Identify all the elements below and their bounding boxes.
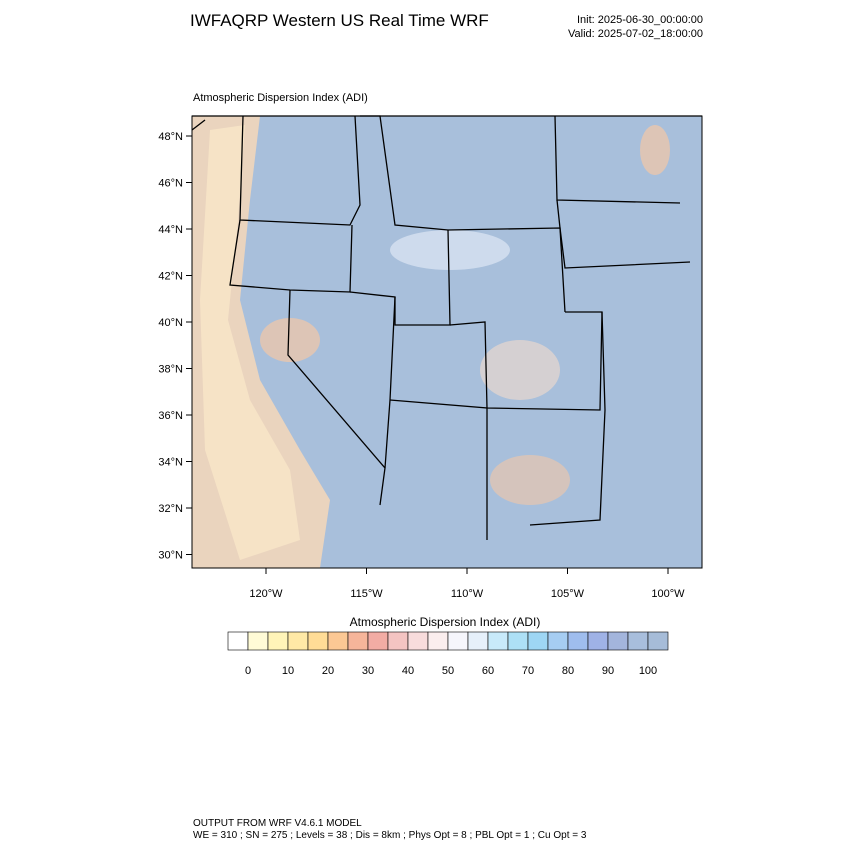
colorbar-box — [387, 631, 409, 651]
colorbar-box — [487, 631, 509, 651]
lat-label: 38°N — [158, 364, 183, 376]
colorbar-label: 90 — [602, 665, 614, 677]
colorbar-box — [247, 631, 269, 651]
lat-label: 36°N — [158, 410, 183, 422]
init-time: Init: 2025-06-30_00:00:00 — [577, 14, 703, 26]
colorbar-box — [527, 631, 549, 651]
lat-label: 34°N — [158, 457, 183, 469]
lat-label: 30°N — [158, 550, 183, 562]
colorbar-label: 40 — [402, 665, 414, 677]
field-area — [640, 125, 670, 175]
colorbar-box — [647, 631, 669, 651]
colorbar-title: Atmospheric Dispersion Index (ADI) — [350, 615, 541, 629]
colorbar-box — [467, 631, 489, 651]
colorbar-label: 0 — [245, 665, 251, 677]
colorbar-box — [327, 631, 349, 651]
colorbar-label: 30 — [362, 665, 374, 677]
valid-time: Valid: 2025-07-02_18:00:00 — [568, 28, 703, 40]
lat-label: 40°N — [158, 317, 183, 329]
colorbar-box — [367, 631, 389, 651]
colorbar-box — [607, 631, 629, 651]
lat-label: 42°N — [158, 271, 183, 283]
lat-label: 44°N — [158, 224, 183, 236]
colorbar-box — [507, 631, 529, 651]
lat-label: 32°N — [158, 503, 183, 515]
field-area — [490, 455, 570, 505]
colorbar-box — [587, 631, 609, 651]
lon-label: 105°W — [551, 588, 585, 600]
colorbar-box — [267, 631, 289, 651]
colorbar-box — [307, 631, 329, 651]
lon-label: 115°W — [350, 588, 383, 600]
map — [191, 115, 703, 569]
field-area — [390, 230, 510, 270]
footer-line: WE = 310 ; SN = 275 ; Levels = 38 ; Dis … — [193, 830, 587, 841]
lon-label: 120°W — [249, 588, 283, 600]
colorbar-label: 70 — [522, 665, 534, 677]
colorbar-label: 20 — [322, 665, 334, 677]
colorbar-label: 60 — [482, 665, 494, 677]
colorbar-box — [347, 631, 369, 651]
colorbar-box — [567, 631, 589, 651]
lat-label: 46°N — [158, 178, 183, 190]
colorbar-box — [407, 631, 429, 651]
colorbar-box — [427, 631, 449, 651]
field-area — [200, 125, 300, 560]
colorbar-box — [547, 631, 569, 651]
map-frame — [191, 115, 703, 569]
title: IWFAQRP Western US Real Time WRF — [190, 11, 489, 30]
colorbar-box — [287, 631, 309, 651]
colorbar-box — [627, 631, 649, 651]
lat-label: 48°N — [158, 131, 183, 143]
map-subtitle: Atmospheric Dispersion Index (ADI) — [193, 92, 368, 104]
colorbar-label: 10 — [282, 665, 294, 677]
lon-label: 100°W — [651, 588, 685, 600]
colorbar-label: 80 — [562, 665, 574, 677]
colorbar-label: 100 — [639, 665, 657, 677]
footer-line: OUTPUT FROM WRF V4.6.1 MODEL — [193, 818, 362, 829]
colorbar-box — [447, 631, 469, 651]
field-area — [480, 340, 560, 400]
field-area — [260, 318, 320, 362]
lon-label: 110°W — [451, 588, 484, 600]
colorbar-label: 50 — [442, 665, 454, 677]
colorbar-box — [227, 631, 249, 651]
